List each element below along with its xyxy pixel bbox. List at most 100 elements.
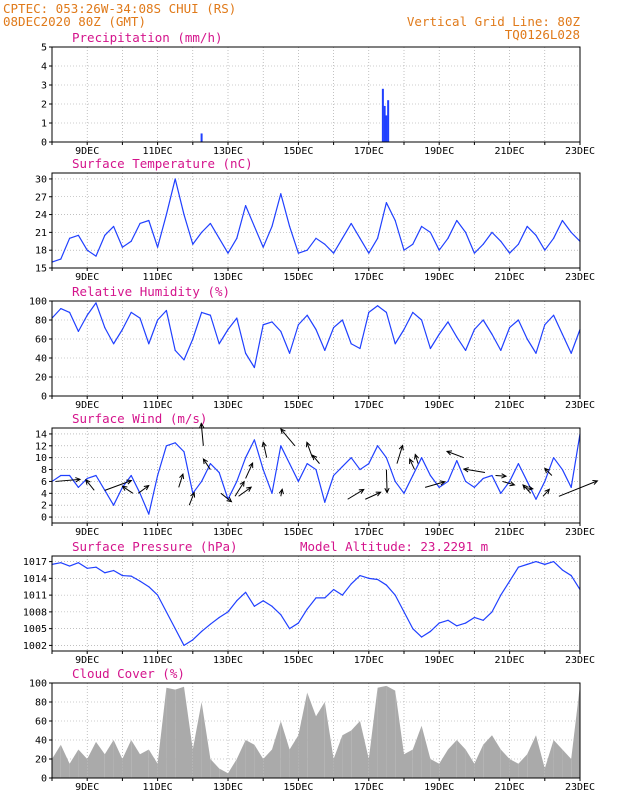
pres-line-segment — [412, 628, 423, 638]
temp-line-segment — [262, 225, 273, 248]
cloud-segment — [421, 725, 431, 778]
x-tick-label: 15DEC — [283, 527, 313, 538]
pres-line-segment — [368, 577, 379, 581]
wind-arrowhead — [439, 480, 446, 486]
wind-vector — [202, 458, 211, 470]
cloud-segment — [404, 749, 413, 778]
x-tick-label: 11DEC — [143, 655, 173, 666]
cloud-segment — [448, 740, 457, 778]
wind-vector — [396, 445, 404, 464]
wind-vector — [385, 469, 388, 493]
wind-line-segment — [121, 474, 132, 488]
wind-vector — [502, 480, 515, 486]
y-tick-label: 20 — [35, 755, 47, 766]
cloud-segment — [175, 686, 184, 778]
pres-line-segment — [509, 566, 520, 582]
cloud-segment — [60, 744, 70, 778]
pres-line-segment — [570, 574, 581, 591]
y-tick-label: 12 — [35, 441, 47, 452]
wind-line-segment — [165, 442, 176, 447]
wind-line-segment — [174, 442, 185, 453]
rh-line-segment — [297, 314, 308, 326]
x-tick-label: 21DEC — [495, 527, 525, 538]
rh-line-segment — [421, 319, 431, 350]
y-tick-label: 5 — [41, 43, 47, 54]
y-tick-label: 10 — [35, 453, 47, 464]
wind-vector — [200, 423, 204, 446]
x-tick-label: 13DEC — [213, 782, 243, 793]
pres-line-segment — [253, 600, 264, 607]
rh-line-segment — [183, 338, 194, 361]
x-tick-label: 17DEC — [354, 782, 384, 793]
pres-line-segment — [165, 611, 176, 630]
wind-arrowhead — [226, 496, 233, 503]
wind-vector — [544, 468, 553, 476]
wind-line-segment — [526, 480, 537, 500]
panel-title: Cloud Cover (%) — [72, 666, 185, 681]
rh-line-segment — [517, 319, 528, 340]
rh-line-segment — [95, 302, 106, 329]
wind-arrowhead — [248, 462, 254, 469]
cloud-segment — [483, 735, 492, 778]
pres-line-segment — [245, 591, 255, 607]
cloud-segment — [210, 759, 220, 778]
cloud-segment — [87, 741, 96, 778]
cloud-segment — [430, 759, 440, 778]
wind-line-segment — [324, 474, 335, 503]
cloud-segment — [509, 759, 519, 778]
rh-line-segment — [218, 328, 229, 345]
rh-line-segment — [359, 311, 370, 350]
temp-line-segment — [201, 222, 211, 233]
precip-bar — [381, 88, 384, 142]
panel-frame — [51, 555, 581, 652]
wind-line-segment — [209, 463, 220, 474]
pres-line-segment — [561, 569, 572, 577]
wind-arrowhead — [261, 441, 267, 448]
rh-line-segment — [174, 349, 185, 361]
x-tick-label: 19DEC — [424, 146, 454, 157]
wind-vector — [424, 481, 445, 488]
pres-line-segment — [86, 566, 97, 569]
cloud-segment — [148, 749, 158, 778]
rh-line-segment — [253, 324, 264, 369]
temperature-panel: Surface Temperature (nC) 15 18 21 24 27 30 9DEC… — [35, 156, 595, 283]
cloud-segment — [500, 749, 510, 778]
x-tick-label: 21DEC — [495, 146, 525, 157]
precip-bar — [200, 133, 203, 142]
temp-line-segment — [447, 219, 458, 239]
pres-line-segment — [209, 616, 220, 625]
wind-arrowhead — [509, 481, 516, 487]
x-tick-label: 23DEC — [565, 400, 595, 411]
wind-line-segment — [421, 457, 431, 477]
wind-line-segment — [245, 439, 255, 459]
rh-line-segment — [341, 319, 352, 345]
x-tick-label: 17DEC — [354, 400, 384, 411]
cloud-segment — [122, 740, 132, 778]
wind-line-segment — [412, 457, 423, 477]
temp-line-segment — [289, 225, 299, 254]
rh-line-segment — [456, 336, 467, 351]
rh-line-segment — [491, 333, 502, 351]
cloud-segment — [113, 740, 123, 778]
wind-vector — [122, 485, 134, 494]
wind-vector — [245, 462, 254, 479]
pres-line-segment — [438, 619, 449, 624]
temp-line-segment — [491, 231, 502, 242]
wind-line-segment — [447, 460, 458, 483]
temp-line-segment — [236, 205, 247, 239]
x-tick-label: 15DEC — [283, 272, 313, 283]
rh-line-segment — [385, 311, 396, 345]
temp-line-segment — [209, 222, 220, 239]
rh-line-segment — [192, 311, 203, 340]
wind-arrowhead — [246, 486, 253, 492]
pres-line-segment — [112, 569, 124, 577]
pres-line-segment — [77, 562, 88, 569]
y-tick-label: 80 — [35, 316, 47, 327]
run-date-label: 08DEC2020 80Z (GMT) — [3, 14, 146, 29]
rh-line-segment — [429, 333, 440, 350]
x-tick-label: 19DEC — [424, 272, 454, 283]
temp-line-segment — [324, 243, 335, 254]
pres-line-segment — [394, 594, 405, 613]
rh-line-segment — [130, 311, 141, 319]
